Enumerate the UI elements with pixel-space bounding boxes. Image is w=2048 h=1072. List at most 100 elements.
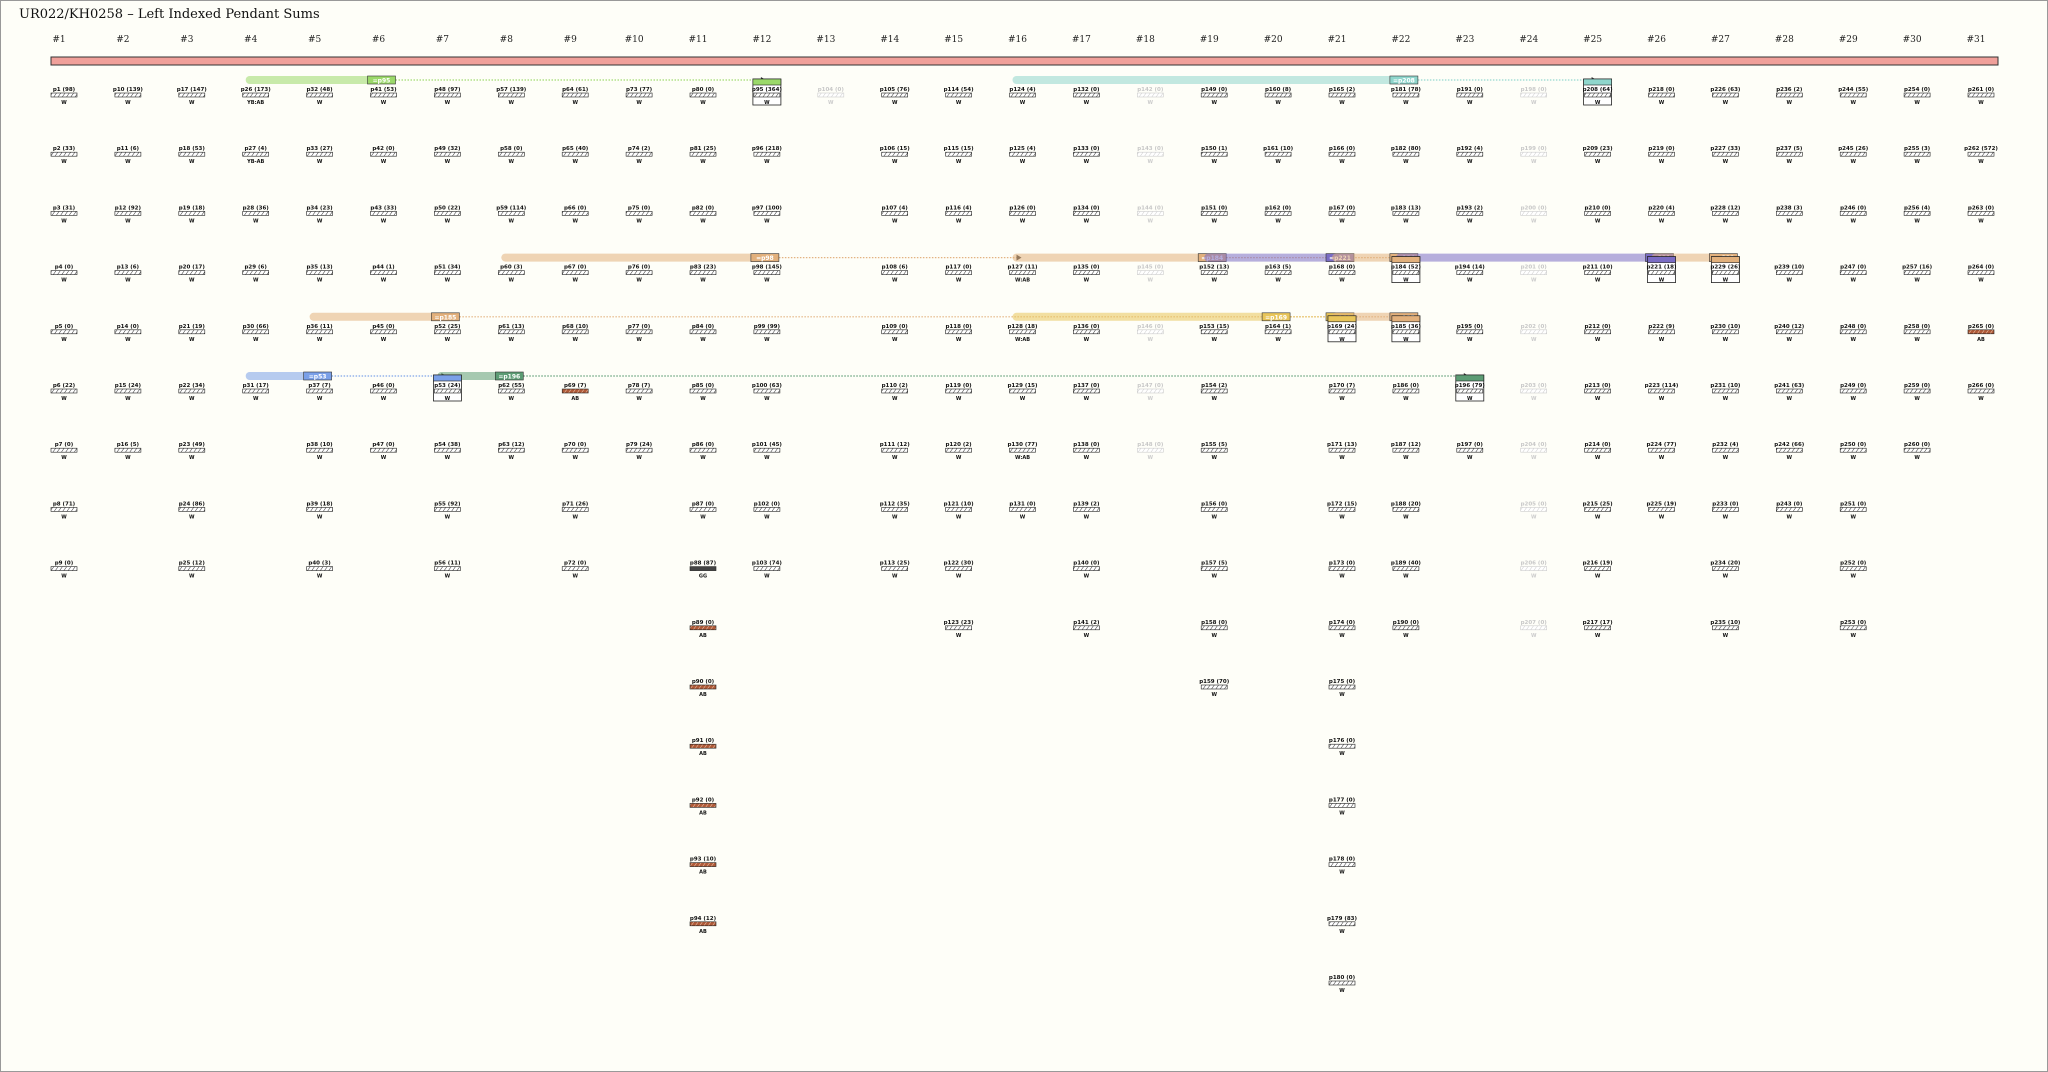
pendant-cord — [178, 388, 206, 394]
pendant: p214 (0) W — [1584, 442, 1611, 461]
pendant-color-code: W — [1020, 514, 1026, 520]
column-header: #9 — [564, 35, 578, 45]
pendant-label: p105 (76) — [880, 87, 911, 93]
pendant: p121 (10) W — [944, 501, 975, 520]
pendant: p164 (1) W — [1264, 324, 1292, 343]
pendant: p123 (23) W — [944, 620, 975, 639]
pendant-label: p70 (0) — [564, 442, 587, 448]
pendant-color-code: W — [700, 396, 706, 402]
pendant-cord — [1200, 625, 1228, 631]
pendant-label: p251 (0) — [1840, 501, 1867, 507]
pendant-color-code: W — [253, 218, 259, 224]
link-band — [245, 372, 320, 380]
pendant: p249 (0) W — [1839, 383, 1867, 402]
pendant: p147 (0) W — [1137, 383, 1164, 402]
pendant-cord — [945, 151, 972, 157]
pendant-cord — [561, 329, 589, 335]
pendant-label: p130 (77) — [1007, 442, 1038, 448]
pendant-color-code: W — [1531, 337, 1537, 343]
pendant-color-code: W — [1403, 100, 1409, 106]
pendant-color-code: W — [956, 396, 962, 402]
pendant: p17 (147) W — [177, 87, 208, 106]
pendant-label: p208 (64) — [1583, 87, 1614, 93]
pendant-cord — [1137, 92, 1164, 98]
pendant-cord — [1648, 507, 1675, 512]
pendant: p54 (38) W — [434, 442, 461, 461]
pendant-color-code: W — [956, 218, 962, 224]
pendant-cord — [1392, 92, 1420, 98]
link-band — [1012, 253, 1215, 262]
pendant: p11 (6) W — [114, 146, 142, 165]
pendant-cord — [689, 862, 717, 867]
pendant-label: p184 (52) — [1391, 265, 1422, 271]
pendant-color-code: W — [1148, 455, 1154, 461]
pendant-color-code: W — [572, 337, 578, 343]
pendant: p93 (10) AB — [689, 857, 717, 876]
pendant-label: p42 (0) — [372, 146, 395, 152]
pendant-cord — [1328, 447, 1356, 453]
pendant-cord — [1839, 625, 1867, 631]
pendant: p191 (0) W — [1456, 87, 1483, 106]
pendant: p122 (30) W — [944, 561, 975, 580]
pendant-label: p28 (36) — [243, 205, 270, 211]
pendant-color-code: W — [1595, 159, 1601, 165]
pendant-label: p250 (0) — [1840, 442, 1867, 448]
pendant-color-code: W — [700, 278, 706, 284]
pendant-cord — [1584, 92, 1611, 98]
pendant-cord — [1584, 211, 1611, 216]
pendant-color-code: W — [1723, 218, 1729, 224]
pendant-label: p14 (0) — [117, 324, 140, 330]
link-band — [245, 76, 384, 84]
pendant: p262 (572) W — [1964, 146, 1998, 165]
pendant-cord — [625, 270, 653, 275]
pendant: p237 (5) W — [1776, 146, 1803, 165]
pendant-label: p75 (0) — [628, 205, 651, 211]
pendant-cord — [1903, 92, 1931, 98]
pendant-cord — [434, 92, 461, 98]
pendant-color-code: W — [1403, 337, 1409, 343]
pendant-label: p31 (17) — [243, 383, 270, 389]
pendant-cord — [1392, 211, 1420, 216]
pendant: p165 (2) W — [1328, 87, 1356, 106]
pendant: p200 (0) W — [1520, 205, 1547, 224]
pendant: p57 (139) W — [496, 87, 527, 106]
pendant-color-code: W — [1084, 455, 1090, 461]
pendant-color-code: W — [1659, 100, 1665, 106]
pendant: p112 (35) W — [880, 501, 911, 520]
pendant-color-code: W — [1787, 337, 1793, 343]
pendant-cord — [1073, 92, 1100, 98]
pendant: p254 (0) W — [1903, 87, 1931, 106]
pendant-label: p224 (77) — [1646, 442, 1677, 448]
pendant: p103 (74) W — [752, 561, 783, 580]
pendant-cord — [1328, 625, 1356, 631]
pendant-color-code: AB — [699, 810, 707, 816]
pendant-color-code: W — [317, 218, 323, 224]
pendant-color-code: W — [445, 574, 451, 580]
pendant-color-code: W — [764, 278, 770, 284]
pendant-color-code: W — [317, 514, 323, 520]
pendant: p180 (0) W — [1328, 975, 1356, 994]
pendant-cord — [1712, 211, 1739, 216]
pendant-cord — [1776, 151, 1803, 157]
pendant-cord — [370, 447, 397, 453]
pendant-label: p51 (34) — [434, 265, 461, 271]
pendant-cord — [1776, 92, 1803, 98]
pendant: p137 (0) W — [1073, 383, 1100, 402]
pendant: p141 (2) W — [1073, 620, 1100, 639]
pendant-label: p266 (0) — [1968, 383, 1995, 389]
pendant-cord — [561, 211, 589, 216]
pendant-cord — [753, 507, 781, 512]
pendant: p67 (0) W — [561, 265, 589, 284]
pendant: p151 (0) W — [1200, 205, 1228, 224]
pendant: p108 (6) W — [881, 265, 908, 284]
pendant-label: p196 (79) — [1455, 383, 1486, 389]
pendant-color-code: W — [1723, 514, 1729, 520]
pendant-color-code: W — [1659, 337, 1665, 343]
pendant-label: p240 (12) — [1774, 324, 1805, 330]
pendant-cord — [306, 447, 333, 453]
pendant-color-code: W — [1467, 278, 1473, 284]
pendant: p204 (0) W — [1520, 442, 1547, 461]
pendant-label: p198 (0) — [1521, 87, 1548, 93]
pendant-label: p104 (0) — [818, 87, 845, 93]
pendant-color-code: W — [1787, 455, 1793, 461]
